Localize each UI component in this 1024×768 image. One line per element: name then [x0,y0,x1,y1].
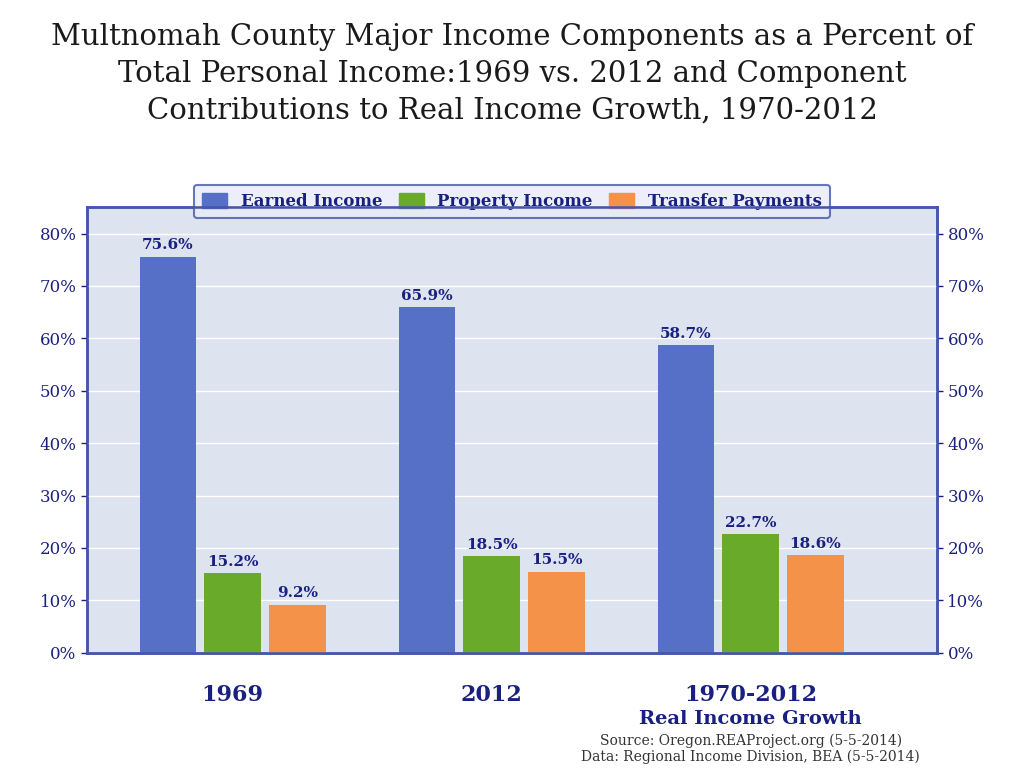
Text: 65.9%: 65.9% [401,290,453,303]
Text: 58.7%: 58.7% [660,327,712,341]
Text: Multnomah County Major Income Components as a Percent of
Total Personal Income:1: Multnomah County Major Income Components… [51,23,973,124]
Text: 22.7%: 22.7% [725,515,776,530]
Text: 2012: 2012 [461,684,522,706]
Bar [398,307,456,653]
Bar [787,555,844,653]
Bar [528,571,585,653]
Text: 75.6%: 75.6% [142,238,194,253]
Bar [205,573,261,653]
Legend: Earned Income, Property Income, Transfer Payments: Earned Income, Property Income, Transfer… [195,184,829,218]
Bar [723,534,779,653]
Bar [464,556,520,653]
Text: 15.2%: 15.2% [207,555,258,569]
Text: Source: Oregon.REAProject.org (5-5-2014)
Data: Regional Income Division, BEA (5-: Source: Oregon.REAProject.org (5-5-2014)… [582,733,921,764]
Bar [139,257,197,653]
Text: 1970-2012: 1970-2012 [684,684,817,706]
Bar [269,604,326,653]
Text: 18.5%: 18.5% [466,538,517,551]
Text: 18.6%: 18.6% [790,537,842,551]
Text: Real Income Growth: Real Income Growth [639,710,862,728]
Text: 9.2%: 9.2% [278,587,318,601]
Text: 15.5%: 15.5% [530,554,583,568]
Text: 1969: 1969 [202,684,264,706]
Bar [657,345,715,653]
